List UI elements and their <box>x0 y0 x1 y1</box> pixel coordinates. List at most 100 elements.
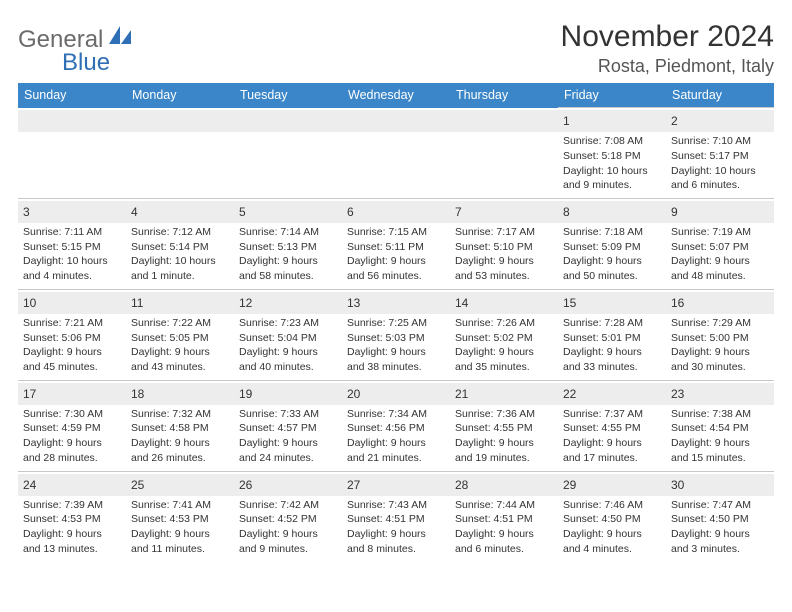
daylight1-text: Daylight: 9 hours <box>239 345 337 359</box>
daylight2-text: and 1 minute. <box>131 269 229 283</box>
daynum: 1 <box>558 110 666 132</box>
day-cell: 22Sunrise: 7:37 AMSunset: 4:55 PMDayligh… <box>558 380 666 471</box>
sunset-text: Sunset: 5:18 PM <box>563 149 661 163</box>
sunrise-text: Sunrise: 7:12 AM <box>131 225 229 239</box>
daynum: 10 <box>18 292 126 314</box>
daynum: 3 <box>18 201 126 223</box>
sunset-text: Sunset: 4:55 PM <box>563 421 661 435</box>
daylight1-text: Daylight: 9 hours <box>23 527 121 541</box>
daylight2-text: and 48 minutes. <box>671 269 769 283</box>
daylight2-text: and 6 minutes. <box>455 542 553 556</box>
week-row: 3Sunrise: 7:11 AMSunset: 5:15 PMDaylight… <box>18 198 774 289</box>
daylight2-text: and 15 minutes. <box>671 451 769 465</box>
day-cell: 12Sunrise: 7:23 AMSunset: 5:04 PMDayligh… <box>234 289 342 380</box>
daynum <box>18 110 126 132</box>
cell-lines: Sunrise: 7:15 AMSunset: 5:11 PMDaylight:… <box>347 225 445 283</box>
daynum: 6 <box>342 201 450 223</box>
sunrise-text: Sunrise: 7:30 AM <box>23 407 121 421</box>
sunset-text: Sunset: 4:51 PM <box>347 512 445 526</box>
cell-lines: Sunrise: 7:28 AMSunset: 5:01 PMDaylight:… <box>563 316 661 374</box>
daylight2-text: and 8 minutes. <box>347 542 445 556</box>
daylight2-text: and 58 minutes. <box>239 269 337 283</box>
day-cell: 26Sunrise: 7:42 AMSunset: 4:52 PMDayligh… <box>234 471 342 561</box>
sunset-text: Sunset: 5:17 PM <box>671 149 769 163</box>
daylight2-text: and 24 minutes. <box>239 451 337 465</box>
daynum: 22 <box>558 383 666 405</box>
sunset-text: Sunset: 5:03 PM <box>347 331 445 345</box>
sunset-text: Sunset: 5:09 PM <box>563 240 661 254</box>
day-cell <box>234 108 342 199</box>
day-cell: 14Sunrise: 7:26 AMSunset: 5:02 PMDayligh… <box>450 289 558 380</box>
sunrise-text: Sunrise: 7:08 AM <box>563 134 661 148</box>
daylight2-text: and 35 minutes. <box>455 360 553 374</box>
day-cell: 24Sunrise: 7:39 AMSunset: 4:53 PMDayligh… <box>18 471 126 561</box>
daylight2-text: and 26 minutes. <box>131 451 229 465</box>
daylight2-text: and 6 minutes. <box>671 178 769 192</box>
day-cell: 1Sunrise: 7:08 AMSunset: 5:18 PMDaylight… <box>558 108 666 199</box>
daynum: 2 <box>666 110 774 132</box>
sunset-text: Sunset: 5:13 PM <box>239 240 337 254</box>
daylight1-text: Daylight: 9 hours <box>131 436 229 450</box>
sunrise-text: Sunrise: 7:37 AM <box>563 407 661 421</box>
sunrise-text: Sunrise: 7:18 AM <box>563 225 661 239</box>
weekday-header: Friday <box>558 83 666 108</box>
cell-lines: Sunrise: 7:11 AMSunset: 5:15 PMDaylight:… <box>23 225 121 283</box>
day-cell: 2Sunrise: 7:10 AMSunset: 5:17 PMDaylight… <box>666 108 774 199</box>
daylight1-text: Daylight: 9 hours <box>347 436 445 450</box>
daylight1-text: Daylight: 9 hours <box>347 254 445 268</box>
cell-lines: Sunrise: 7:44 AMSunset: 4:51 PMDaylight:… <box>455 498 553 556</box>
cell-lines: Sunrise: 7:29 AMSunset: 5:00 PMDaylight:… <box>671 316 769 374</box>
daylight1-text: Daylight: 9 hours <box>239 436 337 450</box>
cell-lines: Sunrise: 7:22 AMSunset: 5:05 PMDaylight:… <box>131 316 229 374</box>
cell-lines: Sunrise: 7:23 AMSunset: 5:04 PMDaylight:… <box>239 316 337 374</box>
day-cell <box>126 108 234 199</box>
weekday-header: Monday <box>126 83 234 108</box>
daylight2-text: and 28 minutes. <box>23 451 121 465</box>
sunset-text: Sunset: 4:50 PM <box>671 512 769 526</box>
cell-lines: Sunrise: 7:43 AMSunset: 4:51 PMDaylight:… <box>347 498 445 556</box>
daylight2-text: and 38 minutes. <box>347 360 445 374</box>
daylight2-text: and 53 minutes. <box>455 269 553 283</box>
cell-lines: Sunrise: 7:47 AMSunset: 4:50 PMDaylight:… <box>671 498 769 556</box>
sunrise-text: Sunrise: 7:38 AM <box>671 407 769 421</box>
daynum: 29 <box>558 474 666 496</box>
daylight2-text: and 11 minutes. <box>131 542 229 556</box>
cell-lines: Sunrise: 7:14 AMSunset: 5:13 PMDaylight:… <box>239 225 337 283</box>
sunset-text: Sunset: 5:00 PM <box>671 331 769 345</box>
daylight1-text: Daylight: 9 hours <box>671 527 769 541</box>
daylight1-text: Daylight: 9 hours <box>347 527 445 541</box>
sunset-text: Sunset: 4:59 PM <box>23 421 121 435</box>
day-cell: 23Sunrise: 7:38 AMSunset: 4:54 PMDayligh… <box>666 380 774 471</box>
daynum: 23 <box>666 383 774 405</box>
daynum: 5 <box>234 201 342 223</box>
weekday-header-row: SundayMondayTuesdayWednesdayThursdayFrid… <box>18 83 774 108</box>
daynum: 19 <box>234 383 342 405</box>
daynum: 18 <box>126 383 234 405</box>
daynum <box>450 110 558 132</box>
day-cell: 10Sunrise: 7:21 AMSunset: 5:06 PMDayligh… <box>18 289 126 380</box>
daynum: 12 <box>234 292 342 314</box>
day-cell: 15Sunrise: 7:28 AMSunset: 5:01 PMDayligh… <box>558 289 666 380</box>
cell-lines: Sunrise: 7:30 AMSunset: 4:59 PMDaylight:… <box>23 407 121 465</box>
daynum <box>342 110 450 132</box>
daynum: 30 <box>666 474 774 496</box>
sunrise-text: Sunrise: 7:11 AM <box>23 225 121 239</box>
daynum: 17 <box>18 383 126 405</box>
sunrise-text: Sunrise: 7:15 AM <box>347 225 445 239</box>
daynum: 7 <box>450 201 558 223</box>
sunset-text: Sunset: 4:51 PM <box>455 512 553 526</box>
daynum: 13 <box>342 292 450 314</box>
daynum: 16 <box>666 292 774 314</box>
daylight1-text: Daylight: 9 hours <box>455 527 553 541</box>
daynum: 24 <box>18 474 126 496</box>
daylight1-text: Daylight: 9 hours <box>671 436 769 450</box>
sunset-text: Sunset: 4:53 PM <box>23 512 121 526</box>
day-cell: 4Sunrise: 7:12 AMSunset: 5:14 PMDaylight… <box>126 198 234 289</box>
daynum <box>234 110 342 132</box>
day-cell: 18Sunrise: 7:32 AMSunset: 4:58 PMDayligh… <box>126 380 234 471</box>
sunrise-text: Sunrise: 7:41 AM <box>131 498 229 512</box>
sunset-text: Sunset: 5:06 PM <box>23 331 121 345</box>
day-cell: 6Sunrise: 7:15 AMSunset: 5:11 PMDaylight… <box>342 198 450 289</box>
cell-lines: Sunrise: 7:17 AMSunset: 5:10 PMDaylight:… <box>455 225 553 283</box>
sunset-text: Sunset: 4:57 PM <box>239 421 337 435</box>
